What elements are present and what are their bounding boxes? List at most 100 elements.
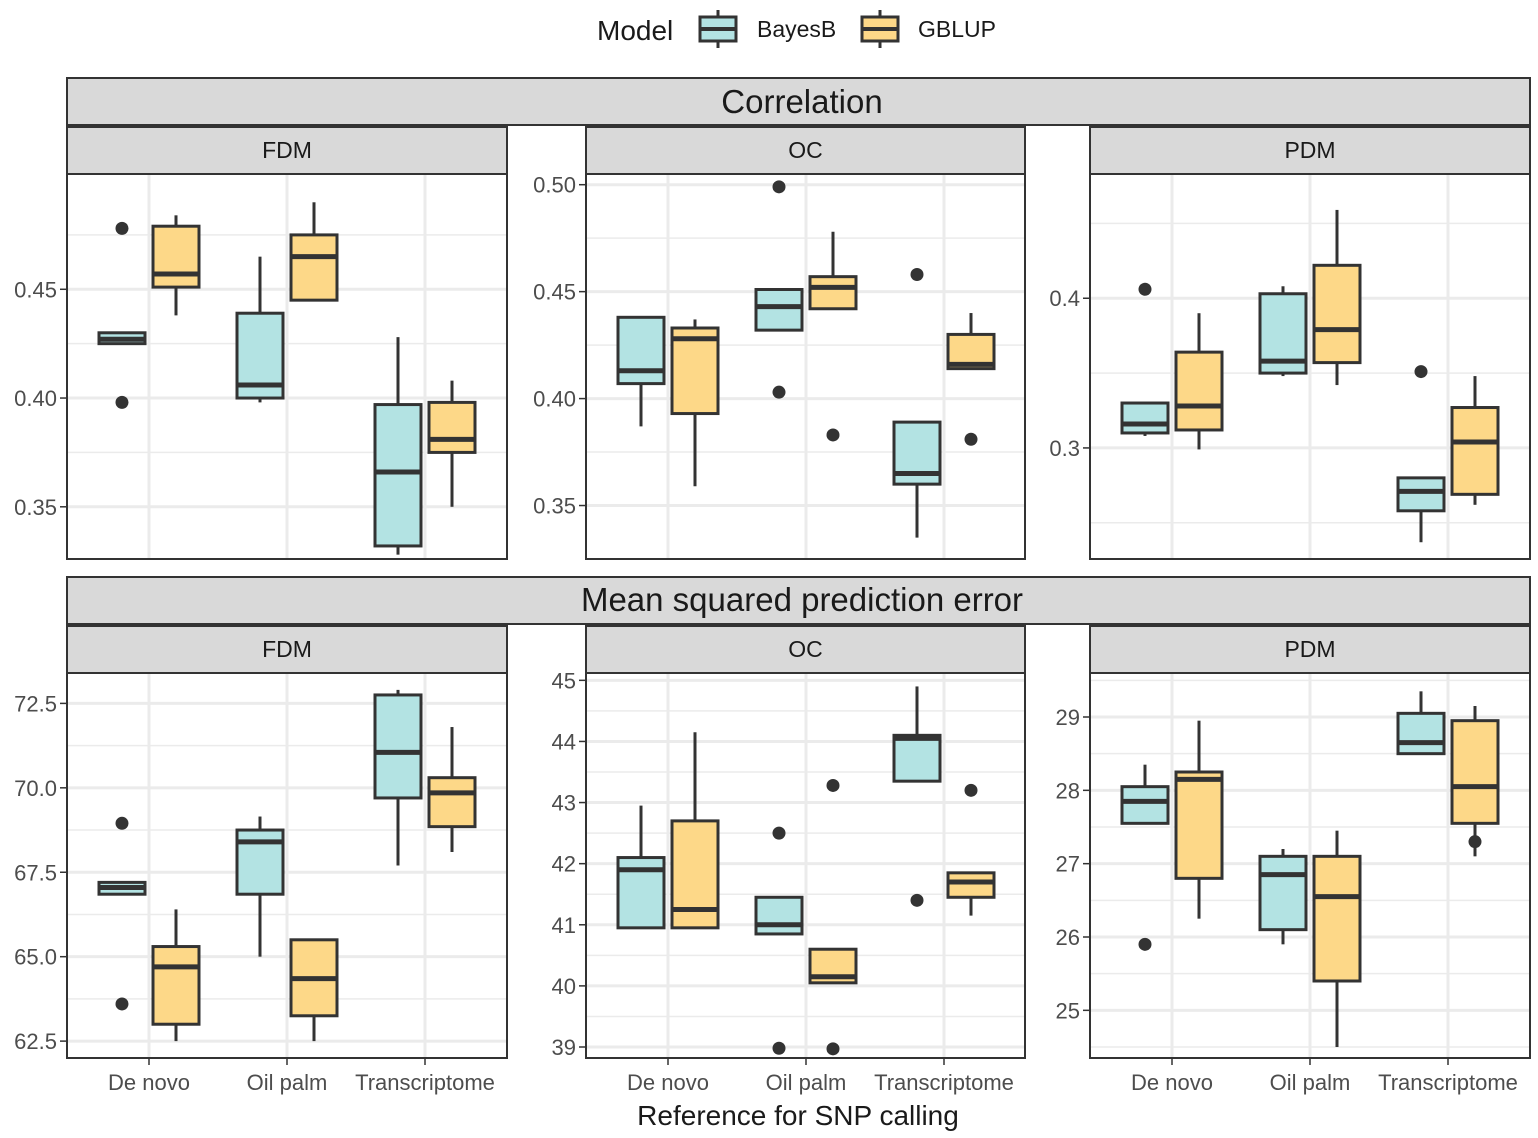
box-iqr — [1174, 350, 1224, 432]
x-tick-label-transcriptome: Transcriptome — [355, 1070, 495, 1095]
box-de-novo-bayesb — [1120, 764, 1170, 951]
box-transcriptome-bayesb — [373, 337, 423, 555]
box-de-novo-gblup — [670, 732, 720, 930]
box-iqr — [754, 288, 804, 332]
box-de-novo-bayesb — [97, 221, 147, 409]
box-oil-palm-bayesb — [235, 816, 285, 957]
y-tick-label: 0.3 — [1049, 436, 1080, 461]
outlier-point — [1138, 937, 1152, 951]
x-axis-title: Reference for SNP calling — [637, 1100, 959, 1131]
box-transcriptome-bayesb — [892, 268, 942, 538]
x-tick-label-oil-palm: Oil palm — [1270, 1070, 1351, 1095]
y-tick-label: 70.0 — [14, 776, 57, 801]
box-iqr — [808, 275, 858, 311]
y-tick-label: 40 — [552, 974, 576, 999]
y-tick-label: 29 — [1056, 705, 1080, 730]
box-oil-palm-bayesb — [235, 256, 285, 403]
box-iqr — [151, 945, 201, 1026]
box-iqr — [1120, 401, 1170, 435]
box-oil-palm-bayesb — [754, 180, 804, 399]
box-transcriptome-gblup — [946, 313, 996, 446]
x-tick-label-transcriptome: Transcriptome — [1378, 1070, 1518, 1095]
y-tick-label: 25 — [1056, 998, 1080, 1023]
panel-mspe-pdm: PDM 25 26 27 28 29 — [1056, 625, 1531, 1059]
outlier-point — [964, 432, 978, 446]
box-iqr — [1312, 263, 1362, 365]
outlier-point — [1468, 835, 1482, 849]
y-tick-label: 41 — [552, 913, 576, 938]
box-iqr — [754, 895, 804, 936]
y-tick-label: 72.5 — [14, 691, 57, 716]
box-oil-palm-bayesb — [754, 826, 804, 1055]
y-tick-label: 27 — [1056, 852, 1080, 877]
y-tick-label: 0.45 — [533, 280, 576, 305]
panel-mspe-oc: OC 39 40 41 42 43 44 45 — [552, 625, 1026, 1060]
legend-key-bayesb — [698, 10, 738, 48]
box-iqr — [289, 233, 339, 302]
strip-label-correlation-pdm: PDM — [1284, 137, 1335, 163]
outlier-point — [772, 180, 786, 194]
box-iqr — [670, 326, 720, 416]
x-axis-tick-labels: De novo Oil palm Transcriptome De novo Oil p… — [108, 1058, 1518, 1095]
row-title-correlation: Correlation — [721, 83, 882, 120]
box-transcriptome-gblup — [427, 727, 477, 852]
y-tick-label: 44 — [552, 729, 576, 754]
box-transcriptome-gblup — [1450, 706, 1500, 857]
box-iqr — [427, 400, 477, 454]
outlier-point — [826, 778, 840, 792]
legend-label-bayesb: BayesB — [757, 16, 836, 42]
strip-correlation-oc — [585, 126, 1026, 175]
y-tick-label: 0.40 — [14, 386, 57, 411]
box-iqr — [946, 871, 996, 899]
box-de-novo-bayesb — [616, 805, 666, 930]
y-tick-label: 62.5 — [14, 1029, 57, 1054]
box-de-novo-gblup — [1174, 313, 1224, 450]
strip-mspe-oc — [585, 625, 1026, 674]
box-de-novo-gblup — [151, 909, 201, 1042]
box-transcriptome-bayesb — [1396, 365, 1446, 543]
outlier-point — [910, 893, 924, 907]
x-tick-label-de-novo: De novo — [1131, 1070, 1213, 1095]
y-tick-label: 0.4 — [1049, 286, 1080, 311]
outlier-point — [772, 1041, 786, 1055]
legend-key-gblup — [860, 10, 900, 48]
box-iqr — [892, 733, 942, 783]
strip-mspe-fdm — [66, 625, 508, 674]
box-iqr — [1312, 854, 1362, 983]
box-iqr — [151, 224, 201, 289]
legend-label-gblup: GBLUP — [918, 16, 996, 42]
strip-label-mspe-oc: OC — [788, 636, 823, 662]
panel-border-correlation-fdm — [66, 173, 508, 560]
y-tick-label: 0.40 — [533, 387, 576, 412]
outlier-point — [772, 826, 786, 840]
box-oil-palm-gblup — [808, 778, 858, 1056]
y-tick-label: 45 — [552, 668, 576, 693]
box-iqr — [616, 315, 666, 386]
box-transcriptome-gblup — [1450, 376, 1500, 505]
box-oil-palm-gblup — [1312, 830, 1362, 1047]
outlier-point — [1138, 282, 1152, 296]
x-tick-label-oil-palm: Oil palm — [766, 1070, 847, 1095]
y-tick-label: 26 — [1056, 925, 1080, 950]
strip-label-mspe-pdm: PDM — [1284, 636, 1335, 662]
box-de-novo-bayesb — [97, 816, 147, 1011]
legend-title: Model — [597, 15, 673, 46]
strip-label-correlation-oc: OC — [788, 137, 823, 163]
y-tick-label: 0.35 — [533, 494, 576, 519]
panel-correlation-oc: OC 0.35 0.40 0.45 0.50 — [533, 126, 1026, 560]
outlier-point — [115, 395, 129, 409]
box-oil-palm-gblup — [289, 938, 339, 1042]
y-tick-label: 39 — [552, 1035, 576, 1060]
box-de-novo-gblup — [1174, 720, 1224, 919]
x-tick-label-de-novo: De novo — [108, 1070, 190, 1095]
row-title-mspe: Mean squared prediction error — [581, 581, 1023, 618]
row-strip-mspe: Mean squared prediction error — [66, 576, 1531, 625]
outlier-point — [826, 1042, 840, 1056]
outlier-point — [826, 428, 840, 442]
box-transcriptome-gblup — [427, 380, 477, 507]
y-tick-label: 65.0 — [14, 945, 57, 970]
panel-correlation-fdm: FDM 0.35 0.40 0.45 — [14, 126, 508, 560]
y-tick-label: 67.5 — [14, 860, 57, 885]
box-iqr — [1174, 770, 1224, 880]
